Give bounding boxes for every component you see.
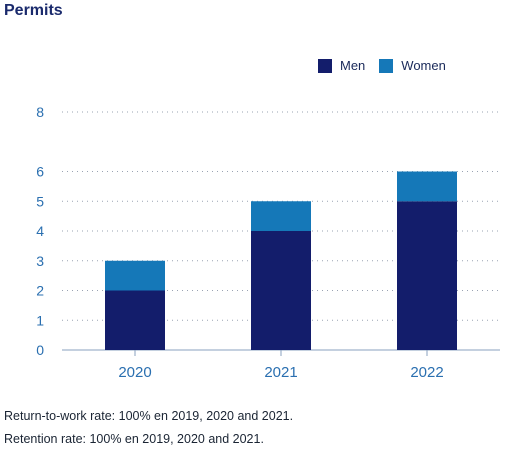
y-tick-label: 3 bbox=[36, 253, 44, 269]
bar-women-2021 bbox=[251, 201, 311, 231]
x-tick-label: 2021 bbox=[264, 364, 297, 381]
return-to-work-note: Return-to-work rate: 100% en 2019, 2020 … bbox=[4, 409, 294, 423]
chart-title: Permits bbox=[4, 2, 63, 19]
bar-women-2022 bbox=[397, 171, 457, 202]
retention-note: Retention rate: 100% en 2019, 2020 and 2… bbox=[4, 432, 264, 446]
bar-men-2022 bbox=[397, 201, 457, 350]
bar-women-2020 bbox=[105, 260, 165, 291]
legend-label-women: Women bbox=[401, 58, 446, 73]
y-tick-label: 5 bbox=[36, 193, 44, 209]
legend: Men Women bbox=[318, 58, 460, 73]
bar-men-2020 bbox=[105, 290, 165, 350]
stacked-bar-chart: 0 1 2 3 4 5 6 8 2020 2021 2022 bbox=[36, 104, 500, 381]
y-tick-label: 2 bbox=[36, 283, 44, 299]
bar-men-2021 bbox=[251, 231, 311, 350]
y-tick-label: 6 bbox=[36, 164, 44, 180]
y-tick-label: 8 bbox=[36, 104, 44, 120]
x-tick-label: 2020 bbox=[118, 364, 151, 381]
legend-item-women: Women bbox=[379, 58, 446, 73]
x-tick-label: 2022 bbox=[410, 364, 443, 381]
legend-item-men: Men bbox=[318, 58, 365, 73]
legend-label-men: Men bbox=[340, 58, 366, 73]
legend-swatch-men bbox=[318, 58, 332, 73]
y-tick-label: 0 bbox=[36, 342, 44, 358]
y-tick-label: 1 bbox=[36, 312, 44, 328]
y-tick-label: 4 bbox=[36, 223, 44, 239]
legend-swatch-women bbox=[379, 58, 394, 73]
